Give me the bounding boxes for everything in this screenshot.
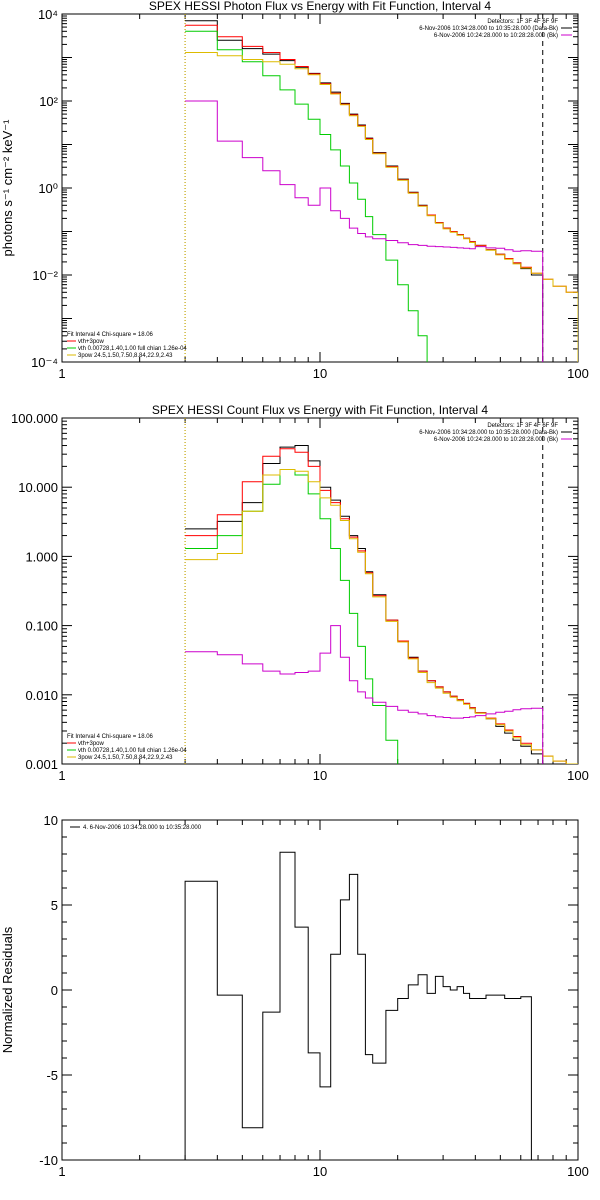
panel-2-y-tick-label: 0.010 (25, 688, 58, 703)
panel-2-legend-text: 6-Nov-2006 10:34:28.000 to 10:35:28.000 … (419, 430, 558, 436)
panel-1-series-group (185, 20, 578, 362)
panel-2-series-2-line (185, 448, 578, 764)
panel-2-y-tick-label: 10.000 (18, 480, 58, 495)
panel-3-legend-text: 4. 6-Nov-2006 10:34:28.000 to 10:35:28.0… (83, 825, 202, 831)
panel-1-y-tick-label: 10⁴ (38, 7, 58, 22)
panel-1-legend-text: vth+3pow (78, 339, 105, 345)
panel-2-series-group (185, 445, 578, 764)
panel-2-series-5-line (185, 625, 544, 764)
panel-1-series-4-line (185, 52, 578, 362)
panel-1-y-tick-label: 10⁻² (32, 268, 58, 283)
panel-3-y-tick-label: -10 (39, 1153, 58, 1168)
panel-1-series-3-line (185, 30, 428, 362)
panel-1-legend-text: Detectors: 1F 3F 4F 6F 9F (487, 19, 558, 25)
panel-2-legend-text: vth 0.00728,1.40,1.00 full chian 1.26e-0… (78, 748, 187, 754)
panel-1-x-tick-label: 10 (313, 366, 327, 381)
panel-3-series-group (184, 851, 532, 1160)
panel-1-series-2-line (185, 24, 578, 362)
panel-1-legend-text: 6-Nov-2006 10:34:28.000 to 10:35:28.000 … (419, 26, 558, 32)
panel-3-x-tick-label: 1 (58, 1164, 65, 1179)
panel-1-y-axis-label: photons s⁻¹ cm⁻² keV⁻¹ (0, 119, 15, 257)
panel-2-legend-text: Detectors: 1F 3F 4F 6F 9F (487, 423, 558, 429)
panel-1-legend-text: vth 0.00728,1.40,1.00 full chian 1.26e-0… (78, 346, 187, 352)
panel-3-x-tick-label: 10 (313, 1164, 327, 1179)
panel-2-y-tick-label: 1.000 (25, 549, 58, 564)
panel-2-legend-text: 6-Nov-2006 10:24:28.000 to 10:28:28.000 … (434, 437, 558, 443)
panel-2-x-tick-label: 10 (313, 768, 327, 783)
panel-2-title: SPEX HESSI Count Flux vs Energy with Fit… (152, 403, 488, 417)
panel-1-legend-text: Fit Interval 4 Chi-square = 18.06 (67, 332, 154, 338)
panel-3-y-tick-label: 10 (44, 813, 58, 828)
panel-2-y-tick-label: 100.000 (11, 411, 58, 426)
panel-2-series-4-line (185, 469, 578, 764)
panel-1-series-1-line (185, 20, 544, 362)
panel-1-legend-text: 6-Nov-2006 10:24:28.000 to 10:28:28.000 … (434, 33, 558, 39)
panel-1-series-5-line (185, 100, 544, 362)
panel-1-y-tick-label: 10⁰ (38, 181, 58, 196)
panel-2-legend-text: 3pow 24.5,1.50,7.50,8.84,22.9,2.43 (78, 755, 173, 761)
panel-2-y-tick-label: 0.001 (25, 757, 58, 772)
panel-2-legend-text: Fit Interval 4 Chi-square = 18.06 (67, 734, 154, 740)
panel-3-y-axis-label: Normalized Residuals (0, 926, 15, 1053)
panel-2-series-1-line (185, 445, 544, 764)
panel-1-y-tick-label: 10² (39, 94, 58, 109)
panel-3-x-tick-label: 100 (567, 1164, 589, 1179)
panel-1-title: SPEX HESSI Photon Flux vs Energy with Fi… (149, 0, 491, 13)
panel-1-x-tick-label: 100 (567, 366, 589, 381)
panel-3-y-tick-label: -5 (46, 1068, 58, 1083)
panel-1-y-tick-label: 10⁻⁴ (31, 355, 58, 370)
panel-2-legend-text: vth+3pow (78, 741, 105, 747)
panel-2-x-tick-label: 1 (58, 768, 65, 783)
panel-2-series-3-line (185, 469, 399, 764)
panel-3-y-tick-label: 5 (51, 898, 58, 913)
panel-1-legend-text: 3pow 24.5,1.50,7.50,8.84,22.9,2.43 (78, 353, 173, 359)
panel-2-y-tick-label: 0.100 (25, 619, 58, 634)
panel-2-x-tick-label: 100 (567, 768, 589, 783)
panel-3-y-tick-label: 0 (51, 983, 58, 998)
panel-3-frame (61, 819, 579, 1161)
panel-3-series-1-line (184, 851, 532, 1160)
panel-1-x-tick-label: 1 (58, 366, 65, 381)
